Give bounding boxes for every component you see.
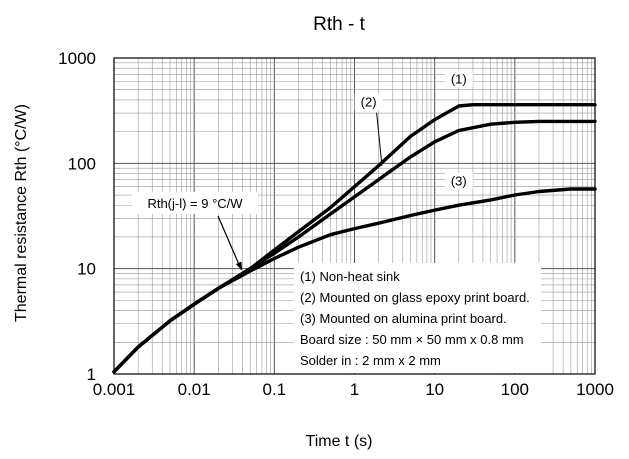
y-tick-label: 10 [77,260,96,279]
x-tick-labels: 0.001 0.01 0.1 1 10 100 1000 [93,380,614,399]
y-tick-label: 1 [87,365,96,384]
curve-labels: (1) (2) (3) [354,70,473,190]
annotation-box [132,192,258,214]
y-tick-label: 1000 [58,49,96,68]
x-tick-label: 100 [501,380,529,399]
x-tick-label: 10 [425,380,444,399]
curves [112,102,597,374]
legend-line-5: Solder in : 2 mm x 2 mm [300,353,441,368]
y-tick-label: 100 [68,154,96,173]
x-tick-label: 1000 [576,380,614,399]
legend-line-2: (2) Mounted on glass epoxy print board. [300,290,530,305]
legend-background [294,263,541,373]
curve-label-2: (2) [361,95,377,110]
plot-frame [113,57,596,375]
x-tick-label: 0.1 [263,380,287,399]
curve-label-bg [444,172,473,190]
curve-label-3: (3) [451,174,467,189]
annotation-arrow-head [235,261,243,271]
x-tick-label: 0.01 [178,380,211,399]
x-axis-label: Time t (s) [306,433,373,450]
x-tick-label: 1 [350,380,359,399]
legend-box: (1) Non-heat sink (2) Mounted on glass ep… [294,263,541,373]
series-line-3 [112,187,597,374]
y-axis-label: Thermal resistance Rth (°C/W) [13,104,30,322]
legend-line-1: (1) Non-heat sink [300,269,400,284]
curve-label-2-leader [376,112,383,166]
y-tick-labels: 1 10 100 1000 [58,49,96,384]
curve-label-bg [354,93,383,111]
x-tick-label: 0.001 [93,380,136,399]
annotation-arrow-line [217,215,242,270]
legend-line-4: Board size : 50 mm × 50 mm x 0.8 mm [300,332,524,347]
curve-label-1: (1) [451,71,467,86]
legend-line-3: (3) Mounted on alumina print board. [300,311,507,326]
annotation: Rth(j-l) = 9 °C/W [132,192,258,271]
annotation-text: Rth(j-l) = 9 °C/W [147,196,243,211]
chart-title: Rth - t [313,14,365,35]
curve-label-bg [444,70,473,88]
